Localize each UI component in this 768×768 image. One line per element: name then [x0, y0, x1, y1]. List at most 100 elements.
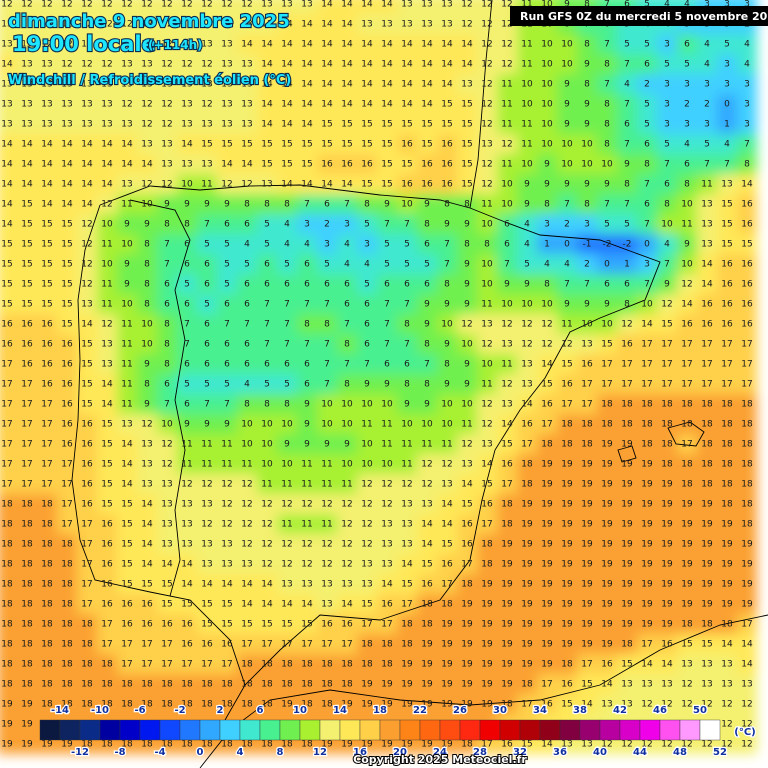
grid-value: 17 — [641, 360, 652, 370]
grid-value: 5 — [624, 220, 630, 230]
grid-value: 14 — [341, 100, 353, 110]
grid-value: 14 — [61, 180, 73, 190]
grid-value: 13 — [221, 540, 232, 550]
grid-value: 10 — [421, 420, 433, 430]
grid-value: 13 — [701, 240, 712, 250]
grid-value: 11 — [501, 100, 512, 110]
grid-value: 16 — [701, 320, 713, 330]
grid-value: 10 — [361, 440, 373, 450]
grid-value: 19 — [541, 600, 553, 610]
grid-value: 9 — [184, 420, 190, 430]
legend-swatch — [359, 719, 381, 741]
grid-value: 14 — [281, 40, 293, 50]
grid-value: 15 — [241, 620, 252, 630]
grid-value: 17 — [41, 400, 52, 410]
grid-value: 14 — [261, 40, 273, 50]
cell — [57, 94, 77, 114]
grid-value: 9 — [124, 260, 130, 270]
grid-value: 3 — [704, 120, 710, 130]
grid-value: 14 — [181, 560, 193, 570]
grid-value: 17 — [541, 680, 552, 690]
grid-value: 17 — [701, 340, 712, 350]
grid-value: 13 — [701, 660, 712, 670]
grid-value: 4 — [704, 60, 710, 70]
cell — [657, 34, 677, 54]
grid-value: 15 — [81, 400, 92, 410]
grid-value: 12 — [181, 60, 192, 70]
grid-value: 12 — [61, 0, 72, 10]
grid-value: 6 — [504, 240, 510, 250]
grid-value: 14 — [401, 100, 413, 110]
grid-value: 7 — [344, 200, 350, 210]
cell — [17, 154, 37, 174]
grid-value: 7 — [664, 260, 670, 270]
grid-value: 12 — [721, 700, 732, 710]
grid-value: 12 — [501, 60, 512, 70]
cell — [357, 94, 377, 114]
grid-value: 15 — [121, 580, 132, 590]
grid-value: 19 — [561, 460, 573, 470]
grid-value: 13 — [501, 400, 512, 410]
grid-value: 16 — [1, 340, 13, 350]
grid-value: 8 — [324, 320, 330, 330]
grid-value: 9 — [524, 180, 530, 190]
grid-value: 19 — [621, 460, 633, 470]
grid-value: 15 — [121, 560, 132, 570]
cell — [317, 114, 337, 134]
grid-value: 10 — [141, 320, 153, 330]
grid-value: 13 — [161, 480, 172, 490]
grid-value: 4 — [344, 240, 350, 250]
grid-value: 16 — [441, 560, 453, 570]
grid-value: 6 — [184, 400, 190, 410]
grid-value: 19 — [601, 540, 613, 550]
grid-value: 5 — [644, 120, 650, 130]
grid-value: 18 — [161, 700, 173, 710]
cell — [157, 154, 177, 174]
grid-value: 19 — [641, 480, 653, 490]
cell — [457, 0, 477, 14]
grid-value: 13 — [1, 100, 12, 110]
grid-value: 18 — [361, 640, 373, 650]
grid-value: 13 — [1, 40, 12, 50]
grid-value: 11 — [301, 480, 312, 490]
grid-value: 17 — [81, 600, 92, 610]
cell — [197, 134, 217, 154]
grid-value: 10 — [481, 280, 493, 290]
grid-value: 7 — [304, 300, 310, 310]
cell — [437, 34, 457, 54]
legend-tick-bottom: 0 — [197, 747, 204, 758]
grid-value: 13 — [481, 140, 492, 150]
grid-value: 18 — [21, 600, 33, 610]
cell — [637, 94, 657, 114]
grid-value: 11 — [481, 300, 492, 310]
cell — [237, 14, 257, 34]
grid-value: 13 — [101, 120, 112, 130]
grid-value: 18 — [241, 700, 253, 710]
grid-value: 12 — [261, 520, 272, 530]
grid-value: 5 — [624, 40, 630, 50]
grid-value: 18 — [21, 640, 33, 650]
grid-value: 10 — [501, 300, 513, 310]
grid-value: 13 — [741, 680, 752, 690]
grid-value: 10 — [341, 400, 353, 410]
grid-value: 15 — [41, 240, 52, 250]
grid-value: 7 — [264, 320, 270, 330]
grid-value: 19 — [721, 520, 733, 530]
grid-value: 16 — [101, 520, 113, 530]
grid-value: 6 — [344, 300, 350, 310]
cell — [217, 14, 237, 34]
legend-tick-top: 42 — [613, 705, 627, 716]
grid-value: 15 — [101, 440, 112, 450]
grid-value: 6 — [184, 260, 190, 270]
grid-value: 6 — [644, 200, 650, 210]
grid-value: 7 — [164, 260, 170, 270]
cell — [257, 54, 277, 74]
grid-value: 6 — [304, 380, 310, 390]
cell — [337, 114, 357, 134]
grid-value: 14 — [1, 140, 13, 150]
grid-value: 19 — [521, 520, 533, 530]
cell — [157, 0, 177, 14]
grid-value: 14 — [321, 40, 333, 50]
grid-value: 7 — [664, 160, 670, 170]
cell — [37, 134, 57, 154]
